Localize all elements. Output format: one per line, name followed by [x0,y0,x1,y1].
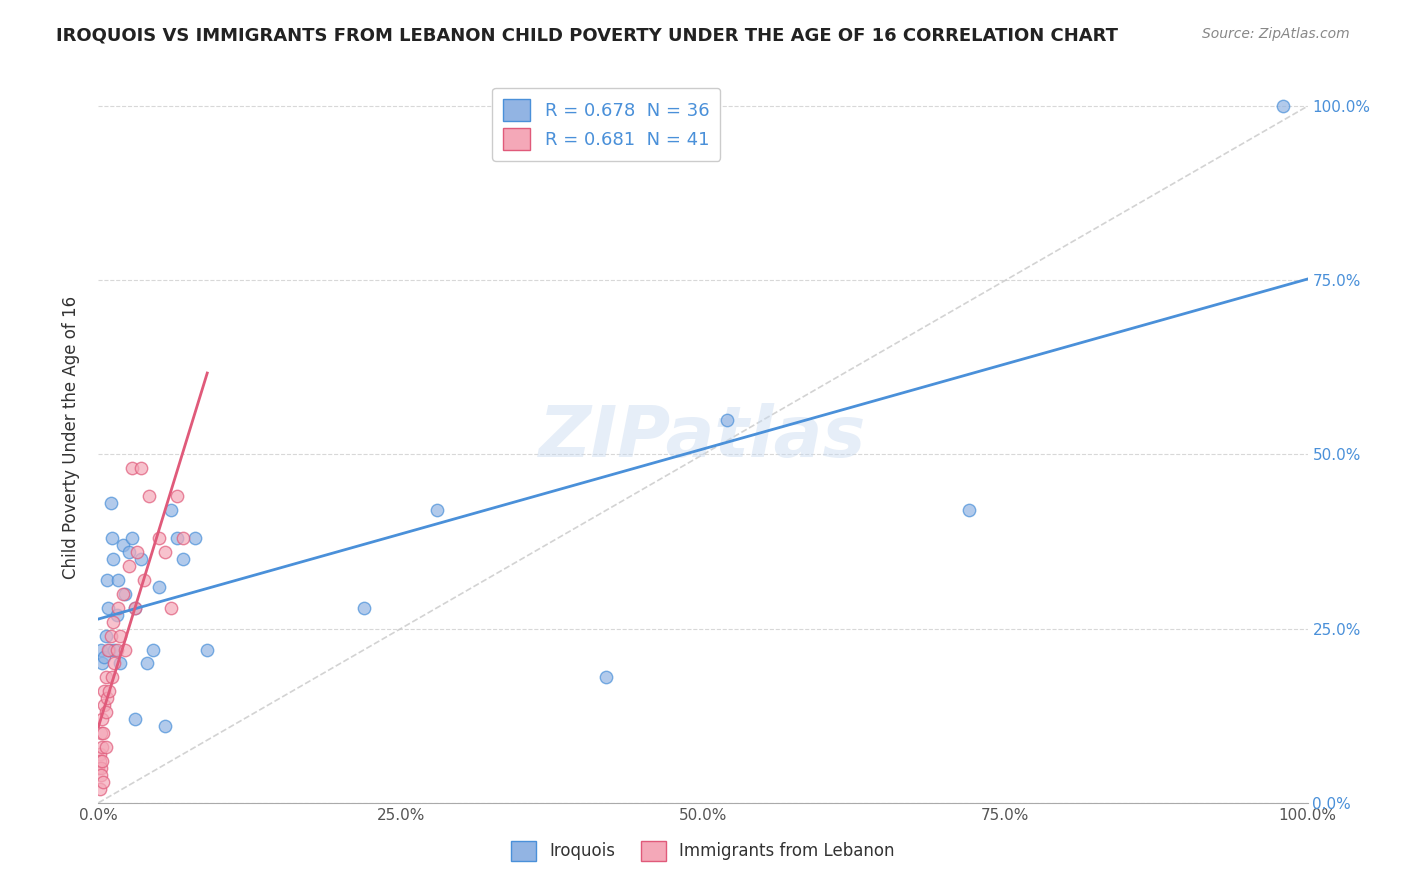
Point [94,705,117,719]
Point [94,670,117,684]
Point [107,573,129,587]
Text: ZIPatlas: ZIPatlas [540,402,866,472]
Point [89,781,111,796]
Point [124,600,146,615]
Point [426,503,449,517]
Point [153,545,176,559]
Point [111,538,134,552]
Point [90,768,112,782]
Point [105,607,128,622]
Point [90,761,112,775]
Point [353,600,375,615]
Point [166,489,188,503]
Point [94,740,117,755]
Text: Source: ZipAtlas.com: Source: ZipAtlas.com [1202,27,1350,41]
Point [160,503,183,517]
Point [90,642,112,657]
Point [107,600,129,615]
Point [153,719,176,733]
Point [160,600,183,615]
Point [93,698,115,713]
Point [91,775,114,789]
Point [101,552,124,566]
Point [96,691,118,706]
Point [138,489,160,503]
Point [142,642,165,657]
Point [94,629,117,643]
Point [957,503,980,517]
Point [90,726,112,740]
Point [93,649,115,664]
Point [98,684,121,698]
Point [184,531,207,545]
Point [91,740,114,755]
Point [716,412,738,426]
Point [124,600,146,615]
Point [129,552,152,566]
Point [127,545,149,559]
Point [172,531,194,545]
Point [91,726,114,740]
Point [124,712,146,726]
Point [91,754,114,768]
Point [87,761,110,775]
Point [89,754,111,768]
Point [172,552,194,566]
Point [105,642,128,657]
Point [148,531,170,545]
Point [108,657,131,671]
Point [97,600,120,615]
Point [91,657,114,671]
Point [135,657,157,671]
Point [595,670,617,684]
Point [114,587,136,601]
Point [97,642,120,657]
Point [148,580,170,594]
Point [129,461,152,475]
Legend: Iroquois, Immigrants from Lebanon: Iroquois, Immigrants from Lebanon [505,834,901,868]
Point [121,461,143,475]
Point [100,670,122,684]
Point [108,629,131,643]
Point [89,747,111,761]
Point [103,642,125,657]
Point [134,573,156,587]
Point [93,684,115,698]
Point [118,558,141,573]
Point [195,642,218,657]
Point [166,531,188,545]
Point [96,573,118,587]
Y-axis label: Child Poverty Under the Age of 16: Child Poverty Under the Age of 16 [62,295,80,579]
Point [111,587,134,601]
Point [100,629,122,643]
Point [114,642,136,657]
Point [101,615,124,629]
Point [98,642,121,657]
Point [121,531,143,545]
Point [1272,99,1295,113]
Point [118,545,141,559]
Point [103,657,125,671]
Point [100,496,122,510]
Text: IROQUOIS VS IMMIGRANTS FROM LEBANON CHILD POVERTY UNDER THE AGE OF 16 CORRELATIO: IROQUOIS VS IMMIGRANTS FROM LEBANON CHIL… [56,27,1118,45]
Point [100,531,122,545]
Point [91,712,114,726]
